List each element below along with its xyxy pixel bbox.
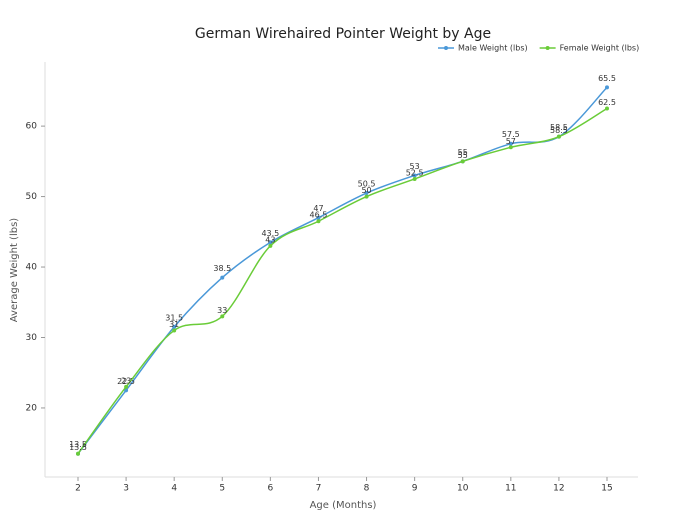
x-axis-label: Age (Months)	[310, 500, 377, 511]
data-label: 50.5	[358, 180, 376, 189]
x-tick-label: 2	[75, 484, 81, 494]
data-label: 43.5	[261, 229, 279, 238]
data-point	[605, 106, 609, 111]
data-point	[172, 324, 177, 329]
data-point	[508, 141, 513, 146]
x-tick-label: 12	[553, 484, 564, 494]
data-point	[364, 191, 369, 196]
data-label: 13.5	[69, 440, 87, 449]
data-point	[220, 275, 225, 280]
data-point	[76, 451, 80, 456]
x-tick-label: 15	[601, 484, 612, 494]
y-axis-label: Average Weight (lbs)	[9, 218, 20, 322]
y-tick-label: 50	[26, 192, 38, 202]
data-label: 13.5	[69, 443, 87, 452]
data-point	[412, 176, 417, 181]
data-point	[556, 134, 561, 139]
data-label: 23	[121, 376, 131, 385]
data-label: 58.5	[550, 126, 568, 135]
data-label: 38.5	[213, 264, 231, 273]
data-point	[124, 388, 129, 393]
data-point	[605, 85, 609, 90]
x-tick-label: 11	[505, 484, 516, 494]
legend-label: Female Weight (lbs)	[560, 44, 640, 53]
data-label: 33	[217, 306, 227, 315]
legend-label: Male Weight (lbs)	[458, 44, 528, 53]
chart-title: German Wirehaired Pointer Weight by Age	[195, 26, 491, 42]
data-point	[268, 243, 273, 248]
legend-marker	[545, 46, 550, 50]
data-label: 50	[361, 186, 371, 195]
data-point	[172, 328, 177, 333]
data-point	[316, 219, 321, 224]
data-label: 57	[506, 137, 516, 146]
data-label: 31	[169, 320, 179, 329]
data-label: 31.5	[165, 313, 183, 322]
data-label: 22.5	[117, 377, 135, 386]
data-point	[124, 384, 129, 389]
data-label: 52.5	[406, 168, 424, 177]
x-tick-label: 10	[457, 484, 469, 494]
data-point	[364, 194, 369, 199]
x-tick-label: 4	[171, 484, 177, 494]
x-tick-label: 8	[364, 484, 370, 494]
y-tick-label: 20	[26, 403, 38, 413]
data-label: 55	[458, 148, 468, 157]
data-point	[220, 314, 225, 319]
data-point	[268, 240, 273, 245]
data-point	[412, 173, 417, 178]
x-tick-label: 9	[412, 484, 418, 494]
series-line	[77, 107, 608, 455]
data-label: 53	[410, 162, 420, 171]
data-point	[460, 159, 465, 164]
legend-marker	[444, 46, 448, 50]
data-label: 46.5	[310, 211, 328, 220]
data-label: 43	[265, 235, 275, 244]
data-label: 62.5	[598, 98, 616, 107]
x-tick-label: 3	[123, 484, 129, 494]
y-tick-label: 30	[26, 333, 38, 343]
data-label: 57.5	[502, 130, 520, 139]
y-tick-label: 60	[26, 122, 38, 132]
data-label: 47	[313, 204, 323, 213]
data-point	[508, 145, 513, 150]
x-tick-label: 5	[219, 484, 225, 494]
data-label: 58.5	[550, 123, 568, 132]
data-label: 55	[458, 151, 468, 160]
series-line	[77, 86, 608, 455]
y-tick-label: 40	[26, 263, 38, 273]
data-label: 65.5	[598, 74, 616, 83]
x-tick-label: 6	[267, 484, 273, 494]
data-point	[316, 215, 321, 220]
x-tick-label: 7	[316, 484, 322, 494]
